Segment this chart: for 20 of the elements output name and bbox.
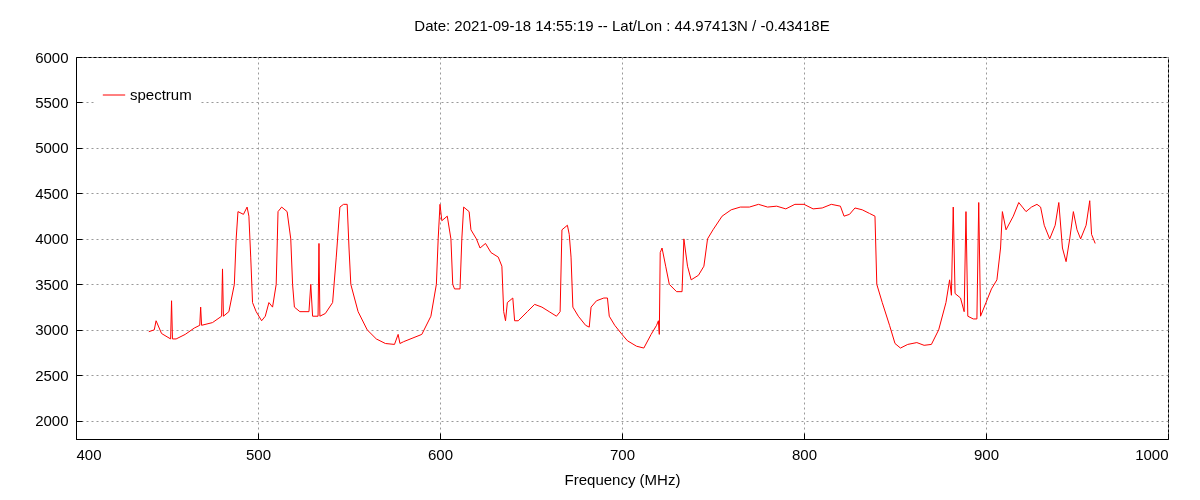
y-tick-label: 5000: [35, 139, 69, 157]
y-tick-label: 2000: [35, 412, 69, 430]
x-tick-label: 800: [791, 445, 818, 463]
legend-label: spectrum: [130, 86, 192, 103]
x-tick-label: 700: [609, 445, 636, 463]
y-tick-label: 5500: [35, 93, 69, 111]
x-tick-label: 600: [427, 445, 454, 463]
y-tick-label: 4000: [35, 230, 69, 248]
x-axis-title: Frequency (MHz): [564, 470, 681, 488]
y-tick-label: 6000: [35, 48, 69, 66]
line-series: [148, 200, 1096, 349]
chart-title: Date: 2021-09-18 14:55:19 -- Lat/Lon : 44.97413N / -0.43418E: [414, 17, 830, 34]
y-tick-label: 3500: [35, 275, 69, 293]
x-tick-label: 400: [76, 445, 102, 463]
y-tick-label: 4500: [35, 184, 69, 202]
y-tick-label: 3000: [35, 321, 69, 339]
x-tick-label: 500: [245, 445, 272, 463]
y-tick-label: 2500: [35, 366, 69, 384]
x-tick-label: 1000: [1135, 445, 1169, 463]
x-tick-label: 900: [973, 445, 1000, 463]
